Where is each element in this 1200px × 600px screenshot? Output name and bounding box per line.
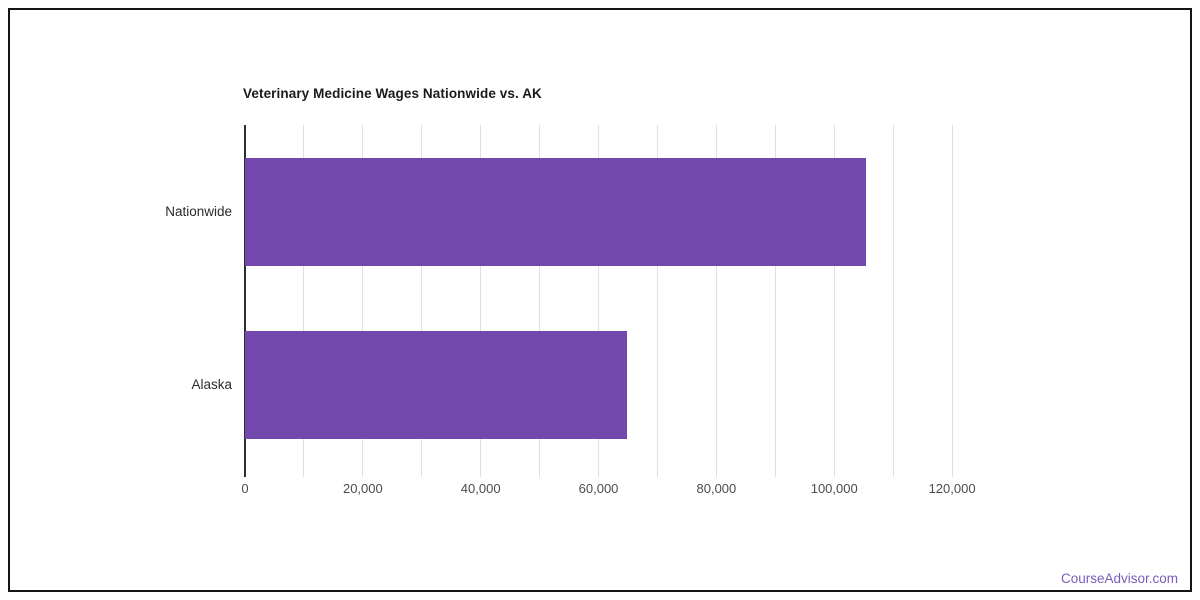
chart-border xyxy=(8,8,1192,592)
x-tick-label: 100,000 xyxy=(810,481,858,496)
x-tick-label: 40,000 xyxy=(460,481,501,496)
bar-alaska xyxy=(245,331,627,440)
gridline xyxy=(421,125,423,477)
x-tick-label: 20,000 xyxy=(342,481,383,496)
bar-nationwide xyxy=(245,157,867,266)
gridline xyxy=(715,125,717,477)
chart-title: Veterinary Medicine Wages Nationwide vs.… xyxy=(243,86,542,101)
gridline xyxy=(598,125,600,477)
gridline xyxy=(303,125,305,477)
gridline xyxy=(774,125,776,477)
gridline xyxy=(480,125,482,477)
gridline xyxy=(362,125,364,477)
gridline xyxy=(892,125,894,477)
x-tick-label: 80,000 xyxy=(696,481,737,496)
category-label-alaska: Alaska xyxy=(191,377,232,393)
x-tick-label: 60,000 xyxy=(578,481,619,496)
y-axis-line xyxy=(244,125,246,477)
gridline xyxy=(656,125,658,477)
watermark-link[interactable]: CourseAdvisor.com xyxy=(1060,571,1178,586)
x-tick-label: 0 xyxy=(241,481,249,496)
gridline xyxy=(539,125,541,477)
x-tick-label: 120,000 xyxy=(928,481,976,496)
category-label-nationwide: Nationwide xyxy=(165,203,232,219)
gridline xyxy=(833,125,835,477)
gridline xyxy=(951,125,953,477)
